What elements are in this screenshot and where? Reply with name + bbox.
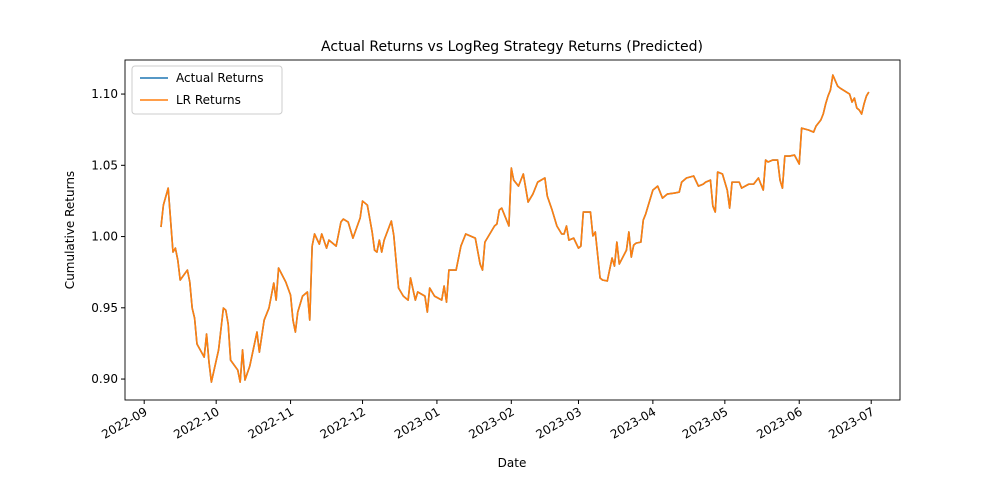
legend-box [131, 65, 283, 115]
plot-frame [124, 59, 901, 401]
x-tick-label: 2023-07 [826, 404, 876, 441]
y-axis-label: Cumulative Returns [63, 171, 77, 289]
legend-label: Actual Returns [176, 71, 263, 85]
legend: Actual Returns LR Returns [131, 65, 283, 115]
y-tick-label: 1.05 [91, 158, 118, 172]
x-tick-label: 2022-09 [99, 404, 149, 441]
series-line [160, 74, 870, 383]
x-axis-label: Date [498, 456, 527, 470]
x-tick-label: 2023-01 [392, 404, 442, 441]
y-tick-label: 0.90 [91, 372, 118, 386]
series-line [160, 74, 870, 383]
x-tick-label: 2023-02 [466, 404, 516, 441]
y-tick-label: 1.10 [91, 87, 118, 101]
y-tick-label: 0.95 [91, 301, 118, 315]
x-tick-label: 2023-05 [680, 404, 730, 441]
y-tick-label: 1.00 [91, 230, 118, 244]
legend-label: LR Returns [176, 93, 241, 107]
x-tick-label: 2022-12 [318, 404, 368, 441]
x-tick-label: 2023-06 [754, 404, 804, 441]
x-tick-label: 2022-11 [246, 404, 296, 441]
x-tick-label: 2022-10 [171, 404, 221, 441]
chart-title: Actual Returns vs LogReg Strategy Return… [321, 39, 703, 55]
x-tick-label: 2023-04 [608, 404, 658, 441]
x-tick-label: 2023-03 [534, 404, 584, 441]
